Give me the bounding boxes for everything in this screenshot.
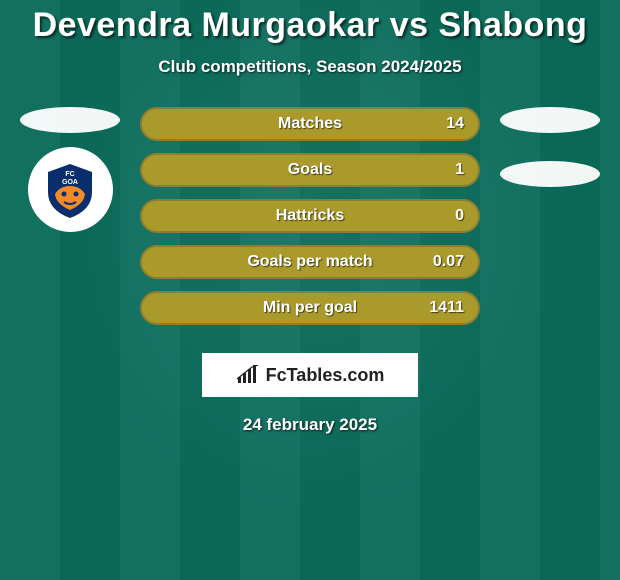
brand-footer: FcTables.com <box>202 353 418 397</box>
page-subtitle: Club competitions, Season 2024/2025 <box>158 57 461 77</box>
brand-text: FcTables.com <box>266 365 385 386</box>
left-player-column: FC GOA <box>20 107 120 232</box>
fc-goa-badge-icon: FC GOA <box>40 160 100 220</box>
stat-right-value: 0 <box>455 207 464 225</box>
stat-bar-matches: Matches 14 <box>140 107 480 141</box>
right-player-club-placeholder <box>500 161 600 187</box>
stat-right-value: 14 <box>446 115 464 133</box>
generation-date: 24 february 2025 <box>243 415 377 435</box>
right-player-column <box>500 107 600 187</box>
stat-right-value: 0.07 <box>433 253 464 271</box>
main-row: FC GOA Matches 14 Goals 1 <box>0 107 620 325</box>
stat-label: Goals per match <box>247 253 372 271</box>
stat-label: Min per goal <box>263 299 357 317</box>
svg-text:FC: FC <box>65 171 74 178</box>
stat-bar-goals-per-match: Goals per match 0.07 <box>140 245 480 279</box>
stat-bar-hattricks: Hattricks 0 <box>140 199 480 233</box>
left-player-club-badge: FC GOA <box>28 147 113 232</box>
stat-label: Matches <box>278 115 342 133</box>
stats-bars: Matches 14 Goals 1 Hattricks 0 Goals per… <box>140 107 480 325</box>
stat-bar-goals: Goals 1 <box>140 153 480 187</box>
bar-chart-icon <box>236 365 260 385</box>
stat-right-value: 1411 <box>429 299 464 317</box>
stat-label: Hattricks <box>276 207 344 225</box>
left-player-avatar-placeholder <box>20 107 120 133</box>
stat-right-value: 1 <box>455 161 464 179</box>
right-player-avatar-placeholder <box>500 107 600 133</box>
content-wrapper: Devendra Murgaokar vs Shabong Club compe… <box>0 0 620 580</box>
stat-label: Goals <box>288 161 332 179</box>
page-title: Devendra Murgaokar vs Shabong <box>33 6 588 45</box>
stat-bar-min-per-goal: Min per goal 1411 <box>140 291 480 325</box>
svg-text:GOA: GOA <box>62 179 78 186</box>
